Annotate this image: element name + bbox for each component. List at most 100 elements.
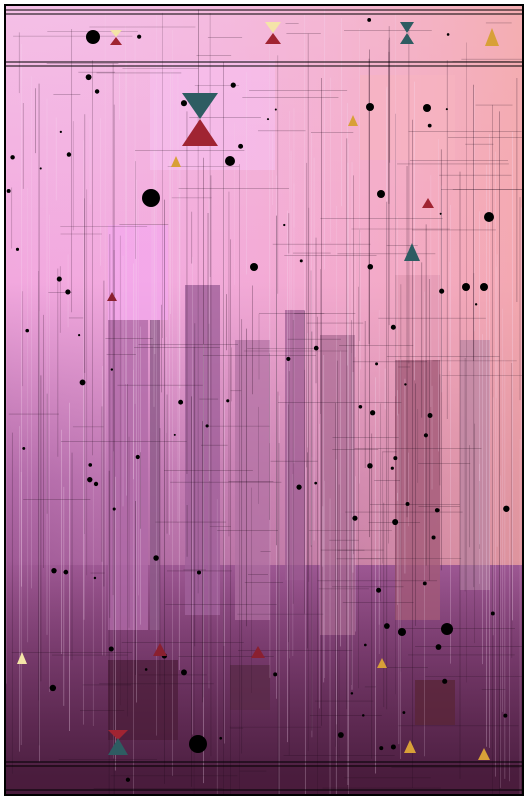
dot xyxy=(274,108,277,111)
circle xyxy=(142,189,160,207)
dot xyxy=(362,714,365,717)
dot xyxy=(434,508,440,513)
dot xyxy=(63,569,69,575)
dot xyxy=(445,108,448,111)
dot xyxy=(352,515,358,521)
circle xyxy=(441,623,453,635)
circle xyxy=(189,735,207,753)
dot xyxy=(370,410,376,416)
shapes xyxy=(17,22,499,760)
dot xyxy=(390,744,396,750)
panel xyxy=(360,75,455,160)
dot xyxy=(153,555,159,561)
block xyxy=(415,680,455,725)
column xyxy=(320,335,355,635)
dot xyxy=(435,644,442,650)
dot xyxy=(49,684,57,692)
circle xyxy=(398,628,406,636)
dot xyxy=(367,463,373,469)
circle xyxy=(250,263,258,271)
column xyxy=(235,340,270,620)
dot xyxy=(137,34,142,39)
triangle xyxy=(377,658,387,668)
dot xyxy=(442,678,448,684)
dot xyxy=(367,263,374,270)
dot xyxy=(144,668,148,671)
dot xyxy=(313,345,319,351)
column xyxy=(108,320,148,630)
dot xyxy=(363,643,367,647)
dot xyxy=(65,289,71,295)
dot xyxy=(439,288,445,294)
dot xyxy=(367,18,372,22)
dot xyxy=(205,424,209,428)
triangle xyxy=(400,33,414,44)
triangle xyxy=(400,22,414,33)
circle xyxy=(225,156,235,166)
triangle xyxy=(107,292,117,301)
dot xyxy=(402,711,406,714)
dot xyxy=(423,433,428,438)
dot xyxy=(358,404,363,409)
dot xyxy=(422,581,427,586)
dot xyxy=(337,732,344,738)
dot xyxy=(379,746,384,751)
dot xyxy=(135,454,140,460)
triangle xyxy=(404,243,420,261)
dot xyxy=(390,466,394,470)
triangle xyxy=(153,643,167,656)
dot xyxy=(474,303,478,306)
circle xyxy=(366,103,374,111)
dot xyxy=(503,713,508,718)
dot xyxy=(405,501,410,506)
panel xyxy=(150,60,275,170)
circle xyxy=(480,283,488,291)
dot xyxy=(15,247,20,251)
dot xyxy=(299,259,303,263)
triangle xyxy=(108,738,128,755)
dot xyxy=(196,570,202,575)
column xyxy=(150,320,160,630)
dot xyxy=(238,143,244,149)
triangle xyxy=(171,156,181,167)
dot xyxy=(350,692,354,695)
dot xyxy=(180,100,188,107)
dot xyxy=(439,212,442,215)
dot xyxy=(78,334,81,337)
triangle xyxy=(110,30,122,37)
dot xyxy=(314,481,318,485)
dot xyxy=(266,118,270,121)
panel xyxy=(108,225,168,320)
dot xyxy=(85,74,92,81)
block xyxy=(108,660,178,740)
dot xyxy=(427,413,433,418)
dot xyxy=(181,669,187,676)
circle xyxy=(86,30,100,44)
dot xyxy=(110,368,114,371)
dot xyxy=(490,611,495,616)
block xyxy=(230,665,270,710)
triangle xyxy=(17,652,27,664)
dot xyxy=(286,356,291,362)
column xyxy=(460,340,490,590)
dot xyxy=(376,587,382,593)
dot xyxy=(88,463,93,467)
dot xyxy=(283,223,286,227)
dot xyxy=(39,167,42,170)
dot xyxy=(219,736,223,740)
dot xyxy=(296,484,302,490)
dot xyxy=(93,481,99,487)
dot xyxy=(427,123,432,128)
triangle xyxy=(422,198,434,208)
triangle xyxy=(108,730,128,740)
dot xyxy=(79,379,86,386)
triangle xyxy=(182,119,218,146)
dot xyxy=(431,535,436,540)
dot xyxy=(173,433,176,436)
circle xyxy=(462,283,470,291)
dot xyxy=(503,505,510,512)
triangle xyxy=(265,22,281,33)
dot xyxy=(112,507,116,511)
